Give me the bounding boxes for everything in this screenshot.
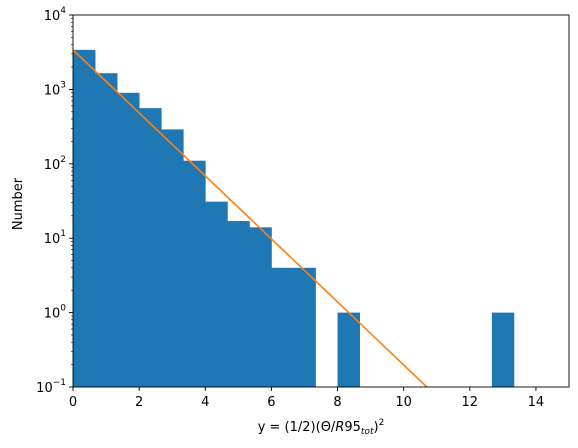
y-tick-label: 103	[44, 80, 66, 98]
x-tick-label: 10	[395, 395, 412, 410]
x-tick-label: 8	[333, 395, 341, 410]
y-tick-label: 102	[44, 155, 66, 173]
histogram-bar	[249, 227, 272, 387]
y-axis-ticks: 10−1 100 101 102 103 104	[36, 6, 73, 396]
plot-frame	[72, 14, 570, 388]
x-tick-label: 14	[528, 395, 545, 410]
histogram-bar	[183, 160, 206, 387]
y-tick-label: 10−1	[36, 378, 66, 396]
histogram-bar	[95, 73, 118, 387]
histogram-bar	[271, 267, 294, 387]
histogram-bar	[293, 267, 316, 387]
histogram-bar	[205, 201, 228, 387]
histogram-bar	[117, 92, 140, 388]
x-tick-label: 0	[69, 395, 77, 410]
histogram-bar	[161, 129, 184, 387]
y-tick-label: 100	[44, 304, 67, 322]
y-tick-label: 104	[44, 6, 67, 24]
x-tick-label: 4	[201, 395, 209, 410]
x-tick-label: 2	[135, 395, 143, 410]
histogram-bar	[491, 312, 515, 387]
bars-group	[73, 49, 515, 388]
histogram-bar	[227, 221, 250, 387]
x-axis-label: y = (1/2)(Θ/R95tot)2	[258, 418, 385, 437]
histogram-bar	[139, 108, 162, 387]
x-tick-label: 6	[267, 395, 275, 410]
histogram-bar	[73, 49, 96, 388]
x-axis-ticks: 0 2 4 6 8 10 12 14	[69, 387, 544, 410]
y-tick-label: 101	[44, 229, 66, 247]
histogram-bar	[337, 312, 360, 387]
y-axis-label: Number	[11, 177, 26, 230]
x-tick-label: 12	[462, 395, 479, 410]
fit-line	[72, 49, 428, 388]
